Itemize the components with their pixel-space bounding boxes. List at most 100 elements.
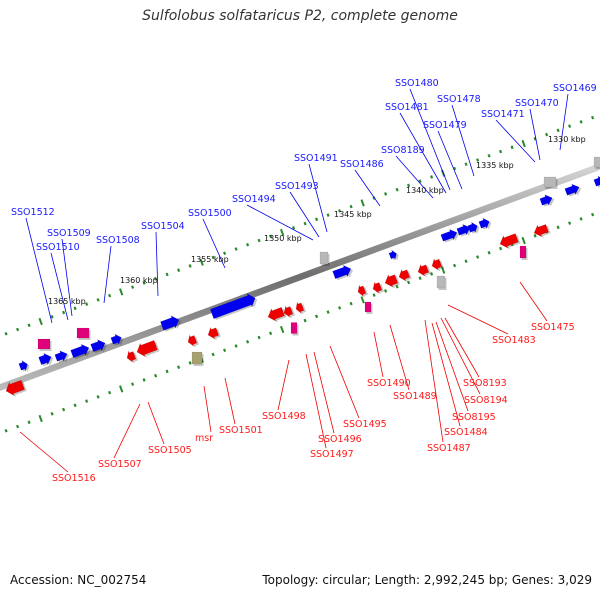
forward-gene-label[interactable]: SSO1491 [294,153,338,164]
forward-gene-label[interactable]: SSO1481 [385,102,429,113]
reverse-gene-label[interactable]: SSO1484 [444,427,488,438]
forward-gene-label[interactable]: SSO1478 [437,94,481,105]
scale-minor-tick [407,183,411,188]
reverse-gene-label[interactable]: SSO1507 [98,459,142,470]
forward-leader-line [155,231,159,297]
scale-minor-tick [430,175,434,179]
forward-gene-label[interactable]: SSO1486 [340,159,384,170]
scale-major-tick [280,228,285,237]
scale-major-tick [360,296,365,304]
forward-gene-label[interactable]: SSO1504 [141,221,185,232]
scale-minor-tick [556,128,560,133]
reverse-gene-glyph [267,306,285,322]
reverse-gene-label[interactable]: SSO1498 [262,411,306,422]
reverse-gene-label[interactable]: SSO1483 [492,335,536,346]
reverse-leader-line [424,319,444,443]
reverse-gene-label[interactable]: SSO1487 [427,443,471,454]
reverse-gene-glyph [126,350,137,363]
forward-gene-label[interactable]: SSO8189 [381,145,425,156]
forward-gene-label[interactable]: SSO1509 [47,228,91,239]
pseudo-gene-glyph [436,275,446,289]
forward-gene-glyph [388,249,397,261]
reverse-gene-label[interactable]: SSO1489 [393,391,437,402]
reverse-gene-glyph [533,224,549,238]
reverse-leader-line [444,317,480,378]
forward-gene-label[interactable]: SSO1469 [553,83,597,94]
scale-minor-tick [27,420,31,425]
scale-minor-tick [257,335,261,340]
forward-leader-line [246,204,314,241]
scale-minor-tick [349,204,353,209]
reverse-gene-label[interactable]: SSO1496 [318,434,362,445]
reverse-gene-label[interactable]: SSO8193 [463,378,507,389]
reverse-gene-label[interactable]: SSO1505 [148,445,192,456]
forward-gene-glyph [18,359,28,372]
forward-leader-line [529,108,541,161]
reverse-leader-line [113,403,141,459]
genome-backbone [0,163,600,391]
scale-minor-tick [269,234,273,239]
scale-minor-tick [510,145,514,150]
scale-minor-tick [131,285,135,289]
reverse-gene-glyph [187,334,198,347]
scale-minor-tick [326,213,330,217]
reverse-leader-line [313,351,335,434]
scale-major-tick [521,139,526,148]
scale-major-tick [521,236,526,245]
forward-gene-glyph [110,333,122,346]
scale-minor-tick [142,378,146,382]
scale-label: 1365 kbp [48,297,86,306]
reverse-gene-label[interactable]: SSO1501 [219,425,263,436]
scale-minor-tick [16,424,20,429]
forward-leader-line [289,191,320,238]
forward-gene-label[interactable]: SSO1479 [423,120,467,131]
genome-summary: Topology: circular; Length: 2,992,245 bp… [262,573,592,587]
scale-minor-tick [303,221,307,226]
reverse-gene-label[interactable]: msr [195,433,213,444]
scale-major-tick [280,325,285,334]
forward-gene-label[interactable]: SSO1471 [481,109,525,120]
scale-minor-tick [499,246,503,251]
forward-gene-label[interactable]: SSO1470 [515,98,559,109]
reverse-gene-label[interactable]: SSO1490 [367,378,411,389]
reverse-gene-label[interactable]: SSO8195 [452,412,496,423]
scale-label: 1355 kbp [191,255,229,264]
rna-gene-glyph [519,245,527,259]
forward-leader-line [308,163,328,233]
scale-minor-tick [177,365,181,369]
scale-minor-tick [407,280,411,285]
forward-gene-glyph [54,350,68,362]
forward-gene-label[interactable]: SSO1508 [96,235,140,246]
reverse-gene-label[interactable]: SSO1516 [52,473,96,484]
forward-gene-label[interactable]: SSO1500 [188,208,232,219]
forward-leader-line [202,218,226,269]
reverse-gene-label[interactable]: SSO8194 [464,395,508,406]
rna-gene-glyph [290,322,298,334]
scale-label: 1340 kbp [406,186,444,195]
forward-leader-line [495,119,536,163]
reverse-gene-glyph [398,268,411,282]
scale-minor-tick [85,302,89,306]
reverse-leader-line [389,324,410,391]
scale-minor-tick [384,289,388,293]
scale-major-tick [441,266,446,274]
reverse-gene-label[interactable]: SSO1475 [531,322,575,333]
reverse-gene-glyph [5,379,25,397]
scale-minor-tick [384,192,388,196]
forward-gene-label[interactable]: SSO1493 [275,181,319,192]
reverse-leader-line [147,401,165,445]
forward-gene-label[interactable]: SSO1512 [11,207,55,218]
scale-minor-tick [533,234,537,238]
scale-minor-tick [50,412,54,416]
forward-gene-label[interactable]: SSO1494 [232,194,276,205]
scale-minor-tick [579,120,583,124]
scale-minor-tick [303,318,307,323]
reverse-gene-label[interactable]: SSO1497 [310,449,354,460]
forward-gene-glyph [38,352,52,366]
scale-minor-tick [73,403,77,408]
forward-gene-label[interactable]: SSO1480 [395,78,439,89]
reverse-gene-glyph [417,263,430,277]
reverse-leader-line [329,345,360,419]
reverse-gene-label[interactable]: SSO1495 [343,419,387,430]
forward-gene-label[interactable]: SSO1510 [36,242,80,253]
